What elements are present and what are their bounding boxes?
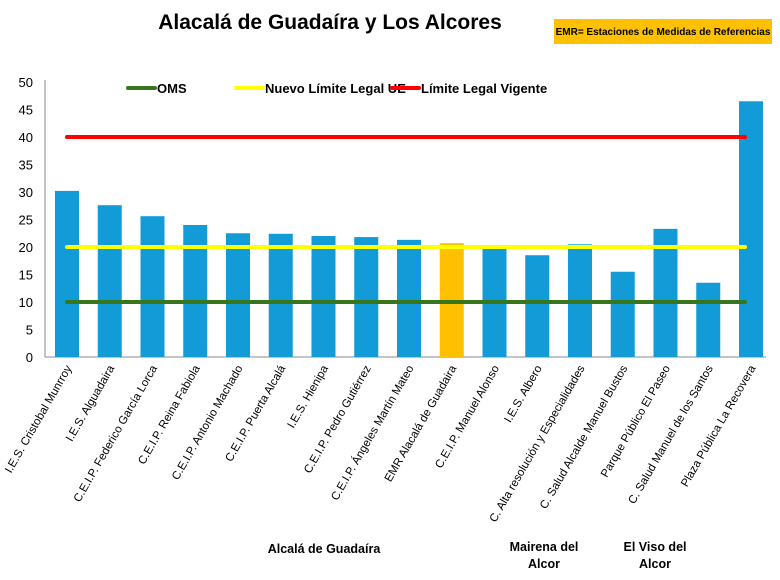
bar <box>397 239 421 357</box>
y-tick-label: 5 <box>26 323 33 338</box>
category-label: Plaza Pública La Recovera <box>679 363 759 489</box>
category-label: C. Salud Alcalde Manuel Bustos <box>538 363 630 511</box>
legend-label: Nuevo Límite Legal UE <box>265 81 406 96</box>
y-tick-label: 50 <box>19 75 33 90</box>
legend-label: Límite Legal Vigente <box>421 81 547 96</box>
bar <box>610 271 635 357</box>
category-label: I.E.S. Hienipa <box>286 363 332 430</box>
y-tick-label: 35 <box>19 158 33 173</box>
category-label: C.E.I.P. Ángeles Martín Mateo <box>328 363 416 503</box>
y-tick-label: 40 <box>19 130 33 145</box>
y-tick-label: 15 <box>19 268 33 283</box>
y-tick-label: 0 <box>26 350 33 365</box>
bar <box>739 101 763 357</box>
y-tick-label: 20 <box>19 240 33 255</box>
bar <box>268 233 293 357</box>
bar <box>140 216 165 357</box>
bar <box>226 233 250 357</box>
y-tick-label: 25 <box>19 213 33 228</box>
category-label: C. Salud Manuel de los Santos <box>627 363 716 506</box>
bar <box>653 228 678 357</box>
y-tick-label: 45 <box>19 103 33 118</box>
bar <box>183 225 208 357</box>
group-label: Mairena del <box>510 540 579 554</box>
group-label: Alcalá de Guadaíra <box>268 542 382 556</box>
bar <box>311 236 336 357</box>
category-label: EMR Alacalá de Guadaira <box>383 363 460 484</box>
y-tick-label: 10 <box>19 295 33 310</box>
group-label: Alcor <box>528 557 560 571</box>
bar <box>55 190 79 357</box>
group-label: El Viso del <box>624 540 687 554</box>
note-text: EMR= Estaciones de Medidas de Referencia… <box>556 27 771 38</box>
category-label: I.E.S. Cristobal Munrroy <box>3 363 75 475</box>
bar <box>525 255 550 357</box>
bar <box>354 237 379 357</box>
group-label: Alcor <box>639 557 671 571</box>
note-box <box>554 19 772 44</box>
chart-title: Alacalá de Guadaíra y Los Alcores <box>158 11 502 34</box>
category-label: C.E.I.P. Federico García Lorca <box>72 363 161 504</box>
category-label: I.E.S. Albero <box>502 364 544 425</box>
legend-label: OMS <box>157 81 187 96</box>
y-tick-label: 30 <box>19 185 33 200</box>
bar <box>696 282 721 357</box>
bar <box>97 205 122 357</box>
